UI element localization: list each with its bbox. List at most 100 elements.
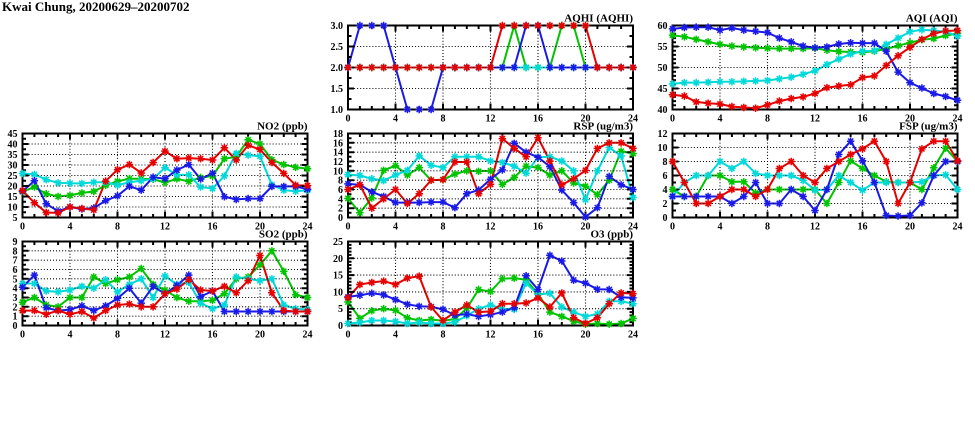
svg-text:NO2 (ppb): NO2 (ppb) bbox=[257, 121, 308, 133]
svg-text:20: 20 bbox=[333, 254, 343, 265]
svg-text:12: 12 bbox=[160, 222, 170, 233]
svg-text:4: 4 bbox=[13, 284, 18, 295]
svg-text:16: 16 bbox=[533, 222, 543, 233]
svg-text:AQHI (AQHI): AQHI (AQHI) bbox=[564, 13, 633, 25]
svg-text:8: 8 bbox=[115, 330, 120, 341]
svg-text:8: 8 bbox=[663, 157, 668, 168]
svg-text:30: 30 bbox=[8, 161, 18, 172]
svg-text:20: 20 bbox=[905, 114, 915, 125]
svg-text:10: 10 bbox=[333, 166, 343, 177]
svg-text:4: 4 bbox=[338, 194, 343, 205]
svg-text:20: 20 bbox=[255, 222, 265, 233]
svg-text:12: 12 bbox=[810, 114, 820, 125]
svg-text:20: 20 bbox=[581, 330, 591, 341]
svg-text:24: 24 bbox=[953, 114, 963, 125]
svg-text:2: 2 bbox=[13, 302, 18, 313]
svg-text:20: 20 bbox=[255, 330, 265, 341]
svg-text:2: 2 bbox=[663, 199, 668, 210]
svg-text:16: 16 bbox=[533, 330, 543, 341]
svg-text:0: 0 bbox=[663, 213, 668, 224]
svg-text:3.0: 3.0 bbox=[331, 21, 344, 32]
svg-text:0: 0 bbox=[670, 114, 675, 125]
svg-text:12: 12 bbox=[810, 222, 820, 233]
svg-text:0: 0 bbox=[670, 222, 675, 233]
svg-text:O3 (ppb): O3 (ppb) bbox=[591, 229, 634, 241]
svg-text:12: 12 bbox=[160, 330, 170, 341]
svg-text:10: 10 bbox=[8, 203, 18, 214]
svg-text:8: 8 bbox=[765, 222, 770, 233]
svg-text:7: 7 bbox=[13, 256, 18, 267]
svg-text:24: 24 bbox=[628, 222, 638, 233]
svg-text:1: 1 bbox=[13, 312, 18, 323]
svg-text:45: 45 bbox=[658, 84, 668, 95]
svg-text:4: 4 bbox=[718, 222, 723, 233]
svg-text:9: 9 bbox=[13, 237, 18, 248]
svg-text:16: 16 bbox=[208, 222, 218, 233]
svg-text:16: 16 bbox=[858, 222, 868, 233]
svg-text:40: 40 bbox=[658, 105, 668, 116]
svg-text:0: 0 bbox=[338, 321, 343, 332]
svg-text:14: 14 bbox=[333, 148, 343, 159]
svg-text:0: 0 bbox=[20, 330, 25, 341]
svg-text:0: 0 bbox=[346, 330, 351, 341]
svg-text:15: 15 bbox=[8, 192, 18, 203]
svg-text:35: 35 bbox=[8, 150, 18, 161]
svg-text:RSP (ug/m3): RSP (ug/m3) bbox=[573, 121, 633, 133]
svg-text:16: 16 bbox=[858, 114, 868, 125]
svg-text:5: 5 bbox=[13, 213, 18, 224]
svg-text:40: 40 bbox=[8, 140, 18, 151]
svg-text:15: 15 bbox=[333, 271, 343, 282]
svg-text:4: 4 bbox=[393, 222, 398, 233]
svg-text:4: 4 bbox=[68, 330, 73, 341]
svg-text:4: 4 bbox=[393, 330, 398, 341]
svg-text:6: 6 bbox=[13, 265, 18, 276]
svg-text:12: 12 bbox=[658, 129, 668, 140]
svg-text:24: 24 bbox=[303, 330, 313, 341]
svg-text:Kwai Chung, 20200629–20200702: Kwai Chung, 20200629–20200702 bbox=[2, 0, 189, 14]
svg-text:8: 8 bbox=[115, 222, 120, 233]
svg-text:1.0: 1.0 bbox=[331, 105, 344, 116]
svg-text:5: 5 bbox=[338, 304, 343, 315]
svg-text:8: 8 bbox=[441, 114, 446, 125]
svg-text:3: 3 bbox=[13, 293, 18, 304]
svg-text:4: 4 bbox=[393, 114, 398, 125]
svg-text:0: 0 bbox=[346, 222, 351, 233]
svg-text:4: 4 bbox=[663, 185, 668, 196]
svg-text:AQI (AQI): AQI (AQI) bbox=[906, 13, 958, 25]
svg-text:8: 8 bbox=[765, 114, 770, 125]
svg-text:12: 12 bbox=[486, 222, 496, 233]
svg-text:20: 20 bbox=[581, 114, 591, 125]
svg-text:0: 0 bbox=[20, 222, 25, 233]
svg-text:6: 6 bbox=[663, 171, 668, 182]
svg-text:55: 55 bbox=[658, 42, 668, 53]
svg-text:2: 2 bbox=[338, 204, 343, 215]
svg-text:SO2 (ppb): SO2 (ppb) bbox=[259, 229, 308, 241]
svg-text:0: 0 bbox=[13, 321, 18, 332]
svg-text:1.5: 1.5 bbox=[331, 84, 344, 95]
svg-text:12: 12 bbox=[486, 114, 496, 125]
svg-text:10: 10 bbox=[658, 143, 668, 154]
svg-text:20: 20 bbox=[905, 222, 915, 233]
svg-text:8: 8 bbox=[441, 222, 446, 233]
svg-text:25: 25 bbox=[333, 237, 343, 248]
svg-text:16: 16 bbox=[208, 330, 218, 341]
svg-text:12: 12 bbox=[333, 157, 343, 168]
svg-text:60: 60 bbox=[658, 21, 668, 32]
svg-text:6: 6 bbox=[338, 185, 343, 196]
svg-text:FSP (ug/m3): FSP (ug/m3) bbox=[899, 121, 958, 133]
svg-text:45: 45 bbox=[8, 129, 18, 140]
svg-text:16: 16 bbox=[533, 114, 543, 125]
svg-text:5: 5 bbox=[13, 274, 18, 285]
svg-text:4: 4 bbox=[68, 222, 73, 233]
svg-text:4: 4 bbox=[718, 114, 723, 125]
svg-text:2.5: 2.5 bbox=[331, 42, 344, 53]
svg-text:24: 24 bbox=[628, 330, 638, 341]
svg-text:8: 8 bbox=[441, 330, 446, 341]
svg-text:24: 24 bbox=[303, 222, 313, 233]
svg-text:20: 20 bbox=[581, 222, 591, 233]
svg-text:8: 8 bbox=[338, 176, 343, 187]
svg-text:20: 20 bbox=[8, 182, 18, 193]
svg-text:16: 16 bbox=[333, 138, 343, 149]
svg-text:2.0: 2.0 bbox=[331, 63, 344, 74]
svg-text:24: 24 bbox=[953, 222, 963, 233]
